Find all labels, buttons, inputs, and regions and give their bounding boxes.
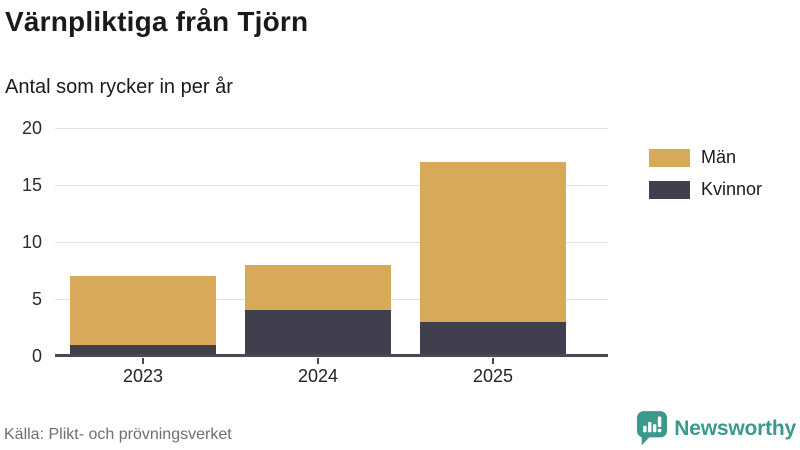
bar-segment-män bbox=[70, 276, 216, 345]
x-axis-line bbox=[55, 354, 608, 357]
x-axis-tick bbox=[492, 358, 494, 364]
legend-label-kvinnor: Kvinnor bbox=[701, 179, 763, 199]
x-axis-tick bbox=[142, 358, 144, 364]
newsworthy-logo-icon bbox=[637, 411, 668, 446]
legend-swatch-kvinnor bbox=[649, 180, 690, 199]
bar-segment-kvinnor bbox=[245, 310, 391, 356]
y-axis: 0 5 10 15 20 bbox=[0, 118, 44, 366]
bar-segment-kvinnor bbox=[70, 344, 216, 356]
newsworthy-logo: Newsworthy bbox=[637, 411, 796, 446]
plot-area: 2023 2024 2025 bbox=[55, 128, 608, 386]
legend-label-man: Män bbox=[701, 147, 737, 167]
legend-item-kvinnor: Kvinnor bbox=[649, 179, 762, 200]
y-axis-tick-label: 5 bbox=[31, 289, 42, 309]
y-axis-tick-label: 10 bbox=[21, 232, 42, 252]
y-axis-tick-label: 0 bbox=[31, 346, 42, 366]
y-axis-tick-label: 20 bbox=[21, 118, 42, 138]
x-axis-tick bbox=[317, 358, 319, 364]
gridline bbox=[55, 128, 608, 129]
bar-segment-män bbox=[245, 264, 391, 311]
bar-chart: 0 5 10 15 20 2023 2024 2025 bbox=[0, 118, 640, 388]
chart-subtitle: Antal som rycker in per år bbox=[5, 76, 233, 98]
x-axis-tick-label: 2023 bbox=[122, 366, 164, 386]
gridline bbox=[55, 242, 608, 243]
x-axis-tick-label: 2025 bbox=[472, 366, 514, 386]
bar-segment-män bbox=[420, 162, 566, 322]
x-axis-tick-label: 2024 bbox=[297, 366, 339, 386]
legend-swatch-man bbox=[649, 148, 690, 167]
bar-segment-kvinnor bbox=[420, 321, 566, 356]
legend: Män Kvinnor bbox=[649, 147, 762, 200]
page-title: Värnpliktiga från Tjörn bbox=[5, 6, 309, 37]
y-axis-tick-label: 15 bbox=[21, 175, 42, 195]
legend-item-man: Män bbox=[649, 147, 762, 168]
newsworthy-logo-text: Newsworthy bbox=[674, 416, 796, 440]
gridline bbox=[55, 185, 608, 186]
source-attribution: Källa: Plikt- och prövningsverket bbox=[4, 426, 232, 443]
